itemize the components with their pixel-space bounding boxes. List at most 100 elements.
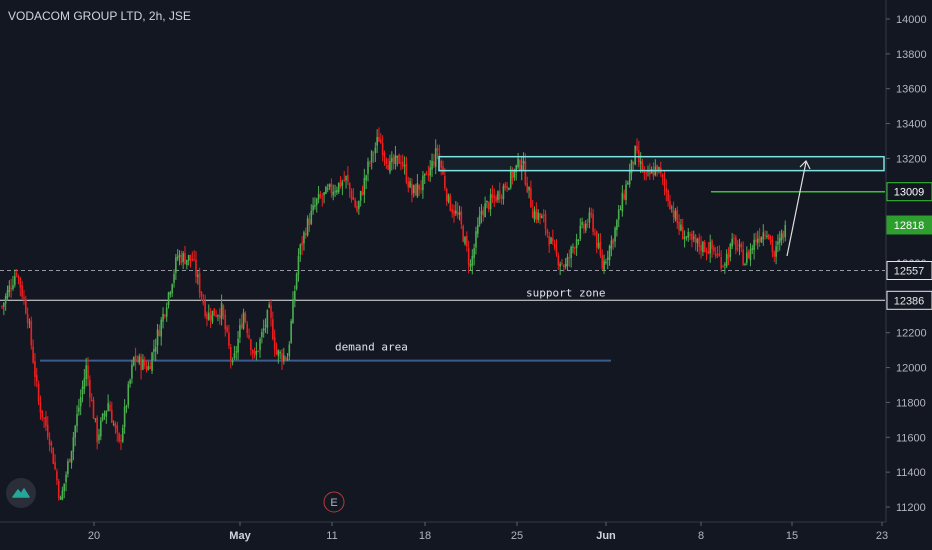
candle-body [658, 167, 660, 171]
candle-body [630, 159, 633, 174]
candle-body [294, 290, 296, 302]
candle-body [156, 329, 159, 346]
candle-body [78, 407, 80, 412]
candle-body [358, 201, 360, 209]
candle-body [709, 241, 712, 254]
candle-body [597, 242, 600, 248]
tradingview-logo-icon[interactable] [6, 478, 36, 508]
price-tag[interactable] [886, 182, 932, 202]
candle-body [378, 136, 380, 142]
candle-body [746, 252, 748, 263]
earnings-event-icon[interactable] [323, 491, 345, 513]
candle-body [34, 361, 36, 377]
candle-body [420, 187, 422, 189]
candle-body [369, 162, 371, 164]
candle-body [555, 247, 558, 254]
candle-body [511, 170, 514, 179]
candle-body [546, 229, 549, 234]
candle-body [696, 238, 699, 244]
resistance-zone-box[interactable] [438, 155, 885, 172]
candle-body [295, 273, 298, 289]
candle-body [584, 223, 587, 231]
demand-area-label[interactable]: demand area [335, 341, 408, 354]
candle-body [436, 148, 439, 152]
candle-body [147, 366, 150, 370]
candle-body [356, 205, 358, 212]
candle-body [692, 237, 695, 239]
candle-body [769, 236, 772, 243]
symbol-title[interactable]: VODACOM GROUP LTD, 2h, JSE [8, 9, 191, 23]
candle-body [599, 241, 602, 256]
candle-body [423, 173, 426, 176]
candle-body [520, 165, 523, 172]
support-zone-label[interactable]: support zone [526, 286, 605, 299]
candle-body [90, 399, 93, 401]
time-axis[interactable]: 20 May 11 18 25 Jun 8 15 23 [0, 521, 888, 542]
projection-arrow[interactable] [786, 161, 807, 257]
candle-body [372, 153, 375, 155]
candle-body [304, 233, 307, 236]
candle-body [687, 231, 690, 238]
candle-body [733, 237, 735, 239]
candle-body [46, 424, 49, 438]
candle-body [61, 490, 64, 500]
candle-body [347, 174, 349, 182]
candle-body [674, 211, 677, 220]
candle-body [438, 153, 441, 159]
candle-body [180, 254, 183, 264]
candle-body [111, 409, 113, 423]
candle-body [89, 379, 91, 398]
candle-body [299, 244, 302, 255]
candle-body [63, 483, 66, 491]
candle-body [187, 255, 190, 261]
candle-body [17, 276, 20, 278]
candle-body [619, 209, 622, 211]
candle-body [594, 233, 596, 235]
candle-body [482, 209, 485, 216]
candle-body [445, 188, 448, 201]
candle-body [341, 182, 344, 186]
candle-body [592, 213, 594, 232]
candle-body [266, 310, 269, 328]
price-tag[interactable] [886, 260, 932, 280]
price-axis[interactable]: 11200 11400 11600 11800 12000 12200 13200 13400… [885, 0, 932, 522]
candle-body [429, 167, 432, 176]
candle-body [206, 313, 208, 320]
candle-body [537, 212, 539, 221]
candle-body [257, 350, 259, 352]
candle-body [394, 155, 397, 165]
candle-body [275, 348, 278, 355]
candle-body [405, 163, 408, 183]
candle-body [178, 254, 181, 257]
candle-body [54, 462, 56, 469]
candle-body [189, 254, 192, 260]
candle-body [229, 346, 232, 360]
candle-body [268, 304, 270, 308]
price-tick-label: 11200 [896, 502, 926, 514]
candle-body [332, 191, 335, 196]
candle-body [125, 405, 128, 407]
candle-body [56, 471, 58, 481]
candle-body [777, 241, 779, 245]
candle-body [528, 186, 530, 191]
candle-body [303, 232, 305, 244]
price-tag[interactable] [886, 290, 932, 310]
candle-body [123, 406, 126, 428]
candle-body [151, 352, 153, 371]
candle-body [175, 257, 177, 273]
candle-body [149, 366, 152, 369]
price-tag[interactable] [886, 215, 932, 235]
candle-body [433, 161, 435, 166]
candle-body [767, 234, 770, 239]
candle-body [121, 427, 124, 442]
candle-body [542, 215, 545, 217]
candle-body [780, 233, 783, 241]
candle-body [738, 244, 741, 247]
candle-body [48, 439, 51, 445]
candle-body [753, 239, 755, 251]
candle-body [235, 351, 238, 353]
candle-body [698, 237, 701, 248]
candle-body [138, 356, 141, 363]
candle-body [724, 264, 726, 266]
